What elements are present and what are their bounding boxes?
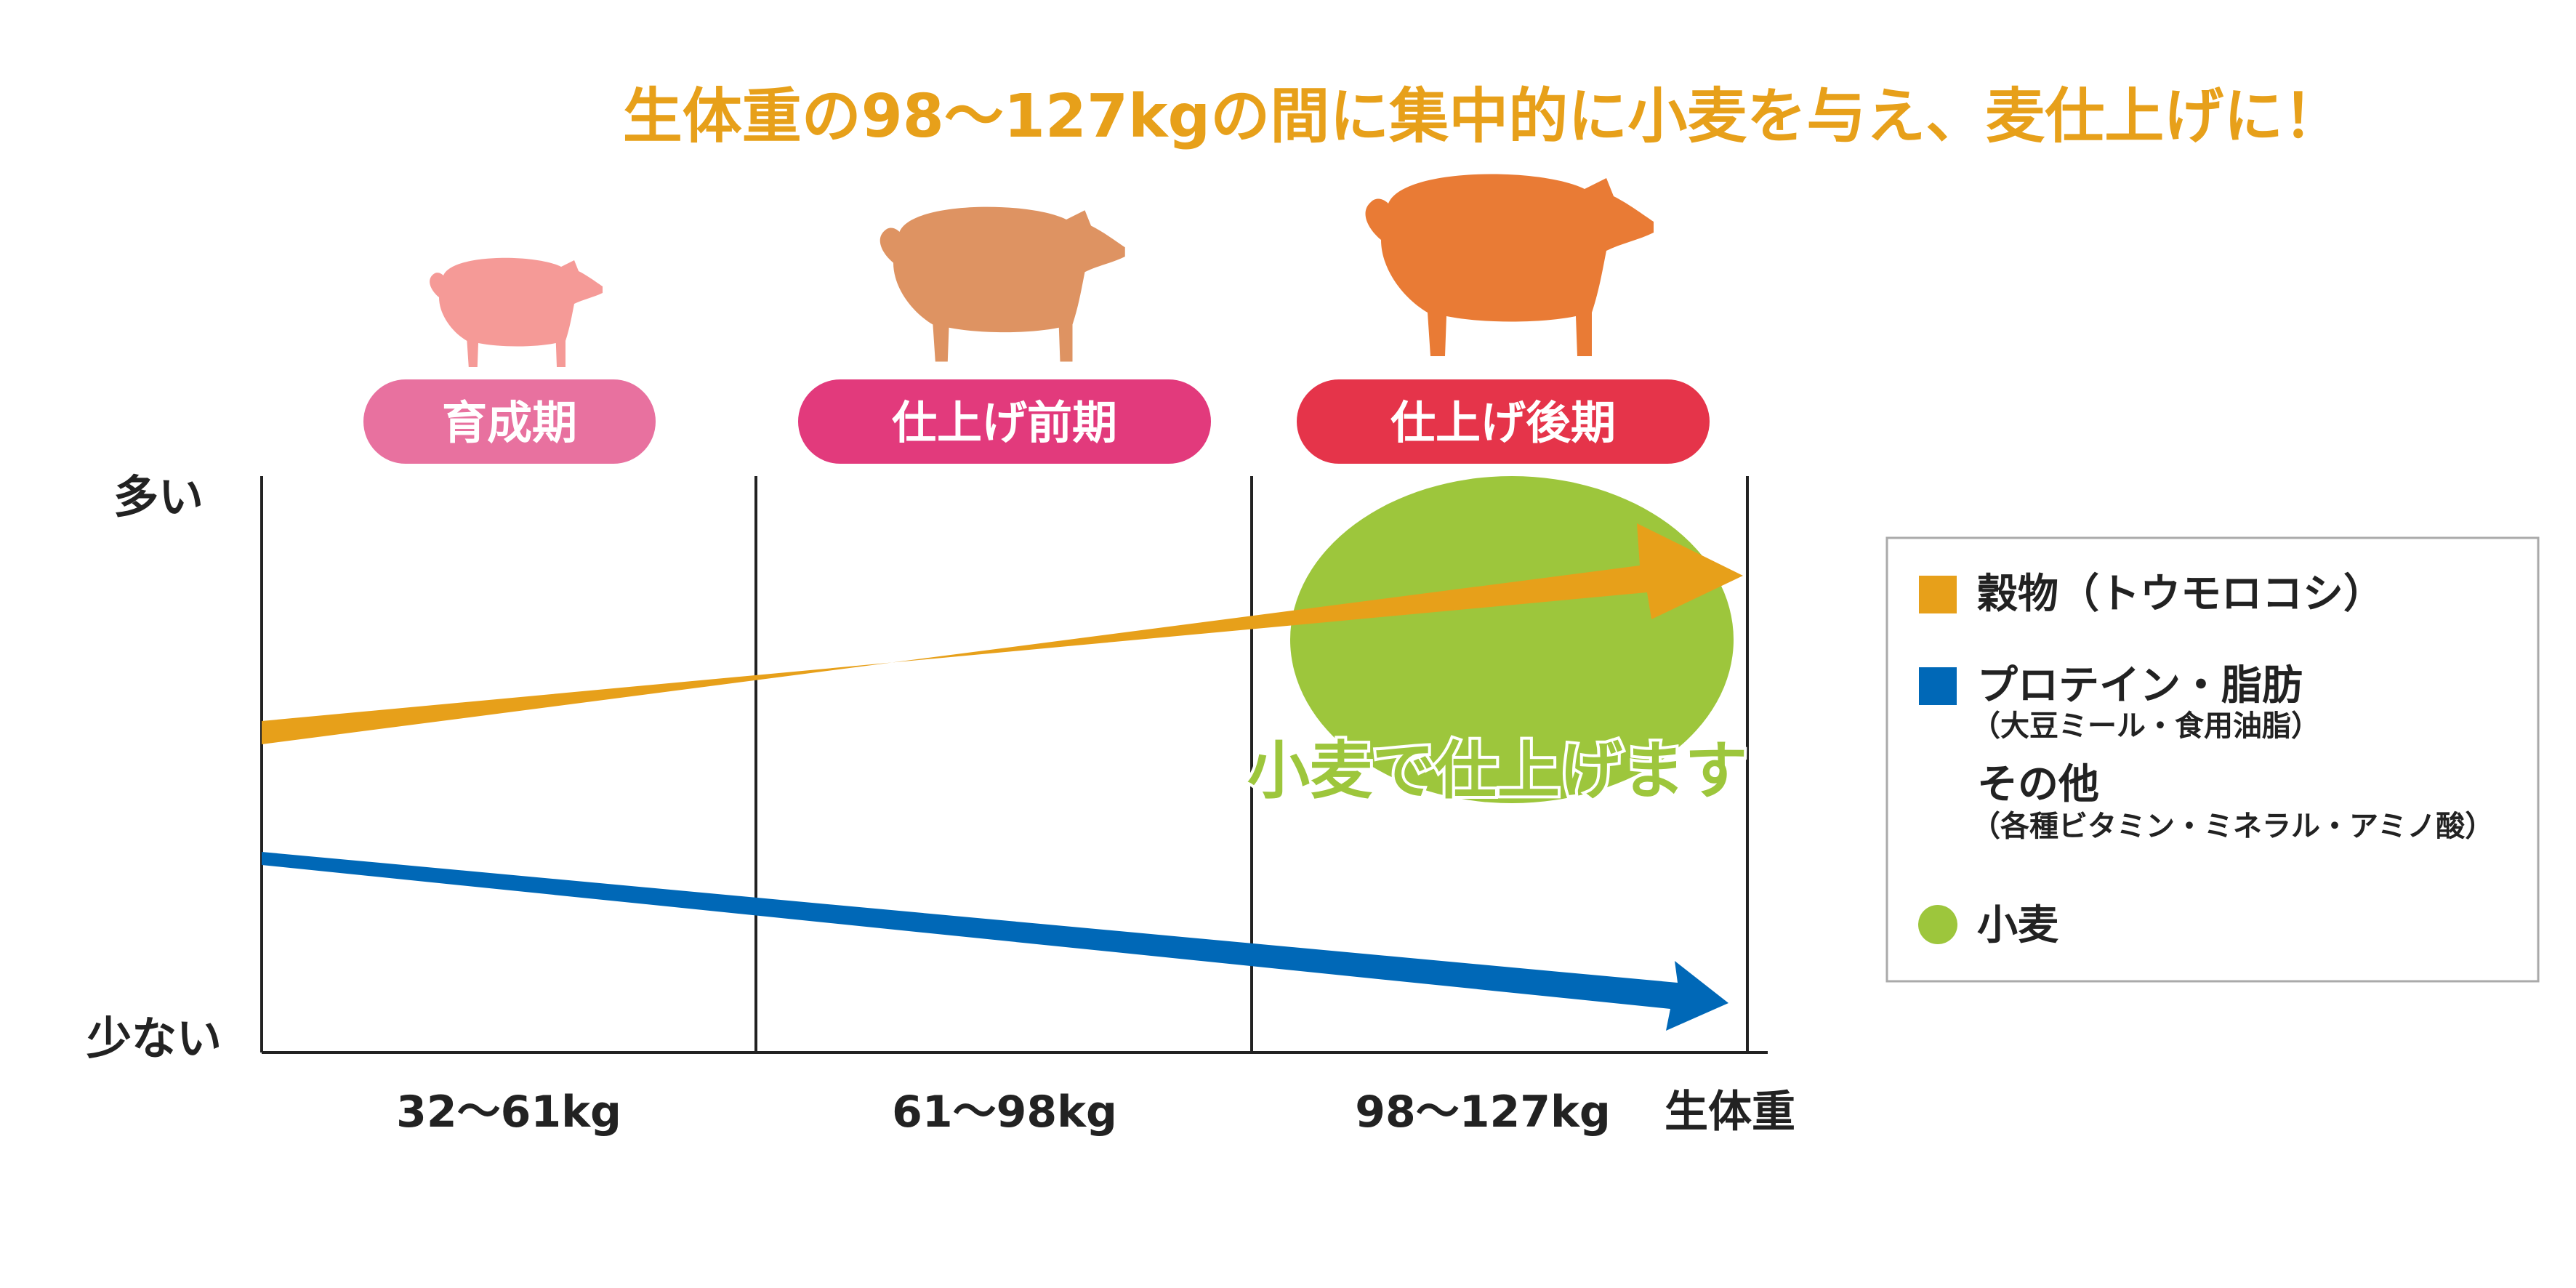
legend-swatch-grain bbox=[1919, 576, 1957, 613]
legend-item-protein-sub: （大豆ミール・食用油脂） bbox=[1971, 709, 2320, 743]
protein-trend-arrow bbox=[262, 852, 1728, 1031]
chart-axes bbox=[260, 476, 1768, 1054]
pig-icon-large bbox=[1365, 174, 1654, 356]
grain-trend-arrow bbox=[262, 523, 1743, 744]
x-range-label-2: 61〜98kg bbox=[892, 1087, 1117, 1138]
legend-item-protein: プロテイン・脂肪 bbox=[1977, 662, 2303, 709]
x-range-label-3: 98〜127kg bbox=[1355, 1087, 1611, 1138]
legend-swatch-wheat bbox=[1918, 905, 1957, 944]
stage-pill-growing: 育成期 bbox=[363, 379, 656, 464]
legend-item-grain: 穀物（トウモロコシ） bbox=[1977, 571, 2384, 618]
wheat-ellipse bbox=[1290, 476, 1734, 803]
svg-text:仕上げ前期: 仕上げ前期 bbox=[892, 396, 1117, 449]
svg-text:仕上げ後期: 仕上げ後期 bbox=[1390, 396, 1616, 449]
pig-icon-medium bbox=[880, 206, 1125, 362]
svg-text:育成期: 育成期 bbox=[442, 396, 577, 449]
stage-pill-early-finishing: 仕上げ前期 bbox=[798, 379, 1211, 464]
stage-pill-late-finishing: 仕上げ後期 bbox=[1297, 379, 1710, 464]
y-axis-high-label: 多い bbox=[113, 470, 204, 523]
legend-swatch-protein bbox=[1919, 667, 1957, 705]
wheat-finishing-label: 小麦で仕上げます bbox=[1247, 735, 1747, 808]
x-range-label-1: 32〜61kg bbox=[396, 1087, 621, 1138]
y-axis-low-label: 少ない bbox=[86, 1012, 222, 1065]
x-axis-label: 生体重 bbox=[1665, 1087, 1795, 1138]
pig-icon-small bbox=[430, 257, 603, 367]
legend-item-other: その他 bbox=[1977, 761, 2099, 808]
legend-item-other-sub: （各種ビタミン・ミネラル・アミノ酸） bbox=[1971, 810, 2494, 843]
legend: 穀物（トウモロコシ） プロテイン・脂肪 （大豆ミール・食用油脂） その他 （各種… bbox=[1885, 536, 2540, 983]
legend-item-wheat: 小麦 bbox=[1977, 902, 2058, 949]
headline: 生体重の98〜127kgの間に集中的に小麦を与え、麦仕上げに！ bbox=[623, 82, 2343, 151]
